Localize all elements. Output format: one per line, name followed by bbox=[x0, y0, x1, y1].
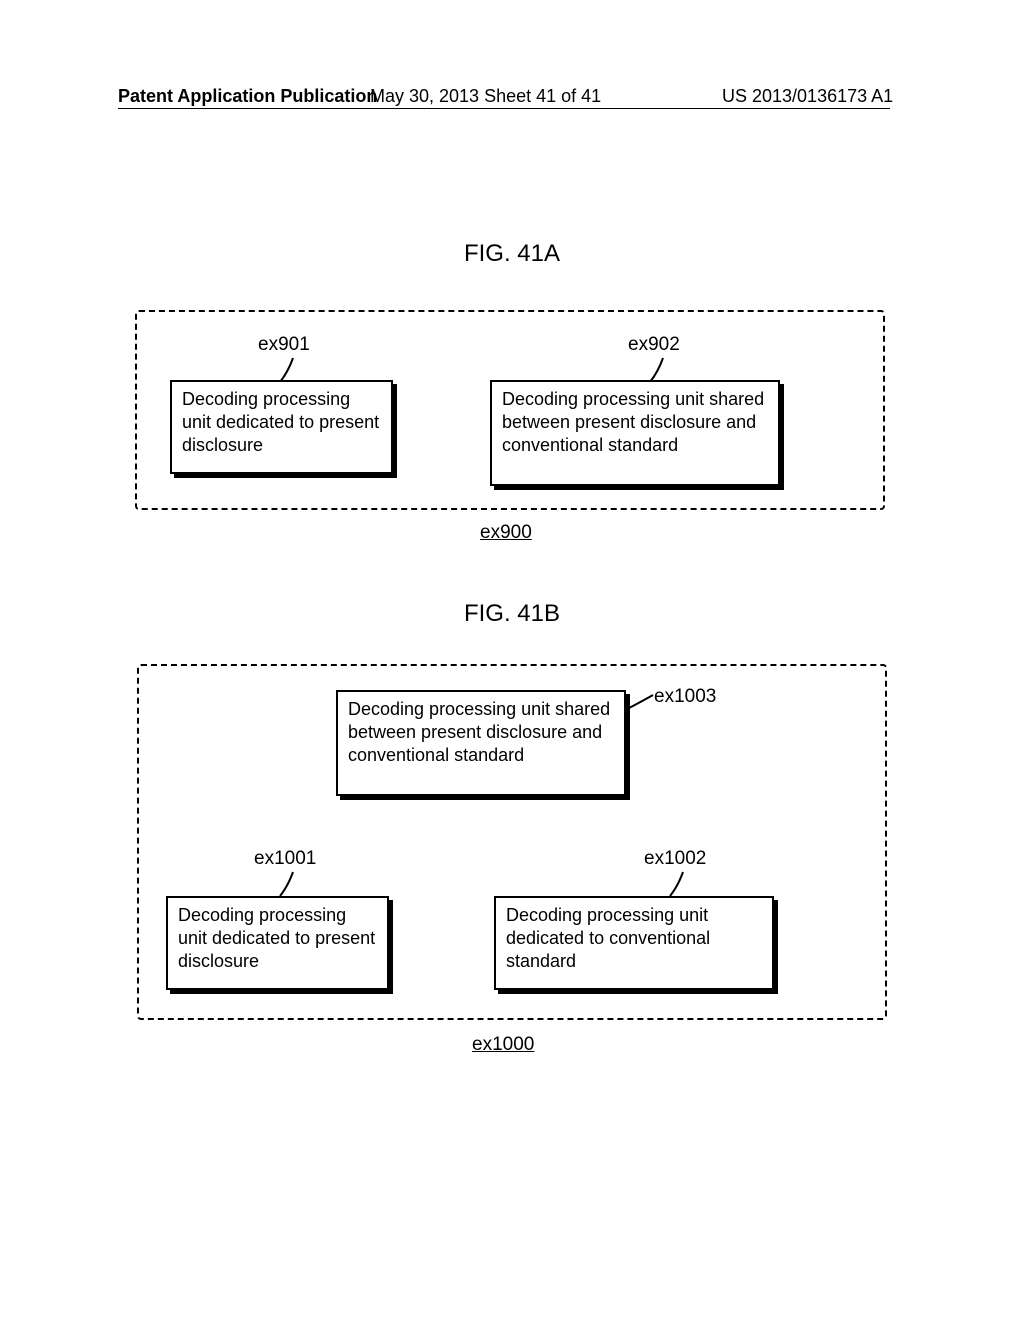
ex901-box: Decoding processing unit dedicated to pr… bbox=[170, 380, 393, 474]
ex1003-leader bbox=[627, 695, 657, 713]
ex902-box: Decoding processing unit shared between … bbox=[490, 380, 780, 486]
page-root: Patent Application Publication May 30, 2… bbox=[0, 0, 1024, 1320]
ex1001-box: Decoding processing unit dedicated to pr… bbox=[166, 896, 389, 990]
fig-41b-container-label: ex1000 bbox=[472, 1034, 534, 1056]
header-pubnumber: US 2013/0136173 A1 bbox=[722, 86, 893, 107]
fig-41a-title: FIG. 41A bbox=[0, 240, 1024, 268]
ex1002-leader bbox=[670, 872, 696, 898]
header-publication: Patent Application Publication bbox=[118, 86, 377, 107]
ex1003-ref: ex1003 bbox=[654, 686, 716, 708]
fig-41b-title: FIG. 41B bbox=[0, 600, 1024, 628]
ex1001-leader bbox=[280, 872, 306, 898]
fig-41a-container-label: ex900 bbox=[480, 522, 532, 544]
ex1003-box: Decoding processing unit shared between … bbox=[336, 690, 626, 796]
header-rule bbox=[118, 108, 890, 109]
ex902-ref: ex902 bbox=[628, 334, 680, 356]
ex1002-box: Decoding processing unit dedicated to co… bbox=[494, 896, 774, 990]
ex1001-ref: ex1001 bbox=[254, 848, 316, 870]
ex901-ref: ex901 bbox=[258, 334, 310, 356]
header-date-sheet: May 30, 2013 Sheet 41 of 41 bbox=[370, 86, 601, 107]
ex1002-ref: ex1002 bbox=[644, 848, 706, 870]
